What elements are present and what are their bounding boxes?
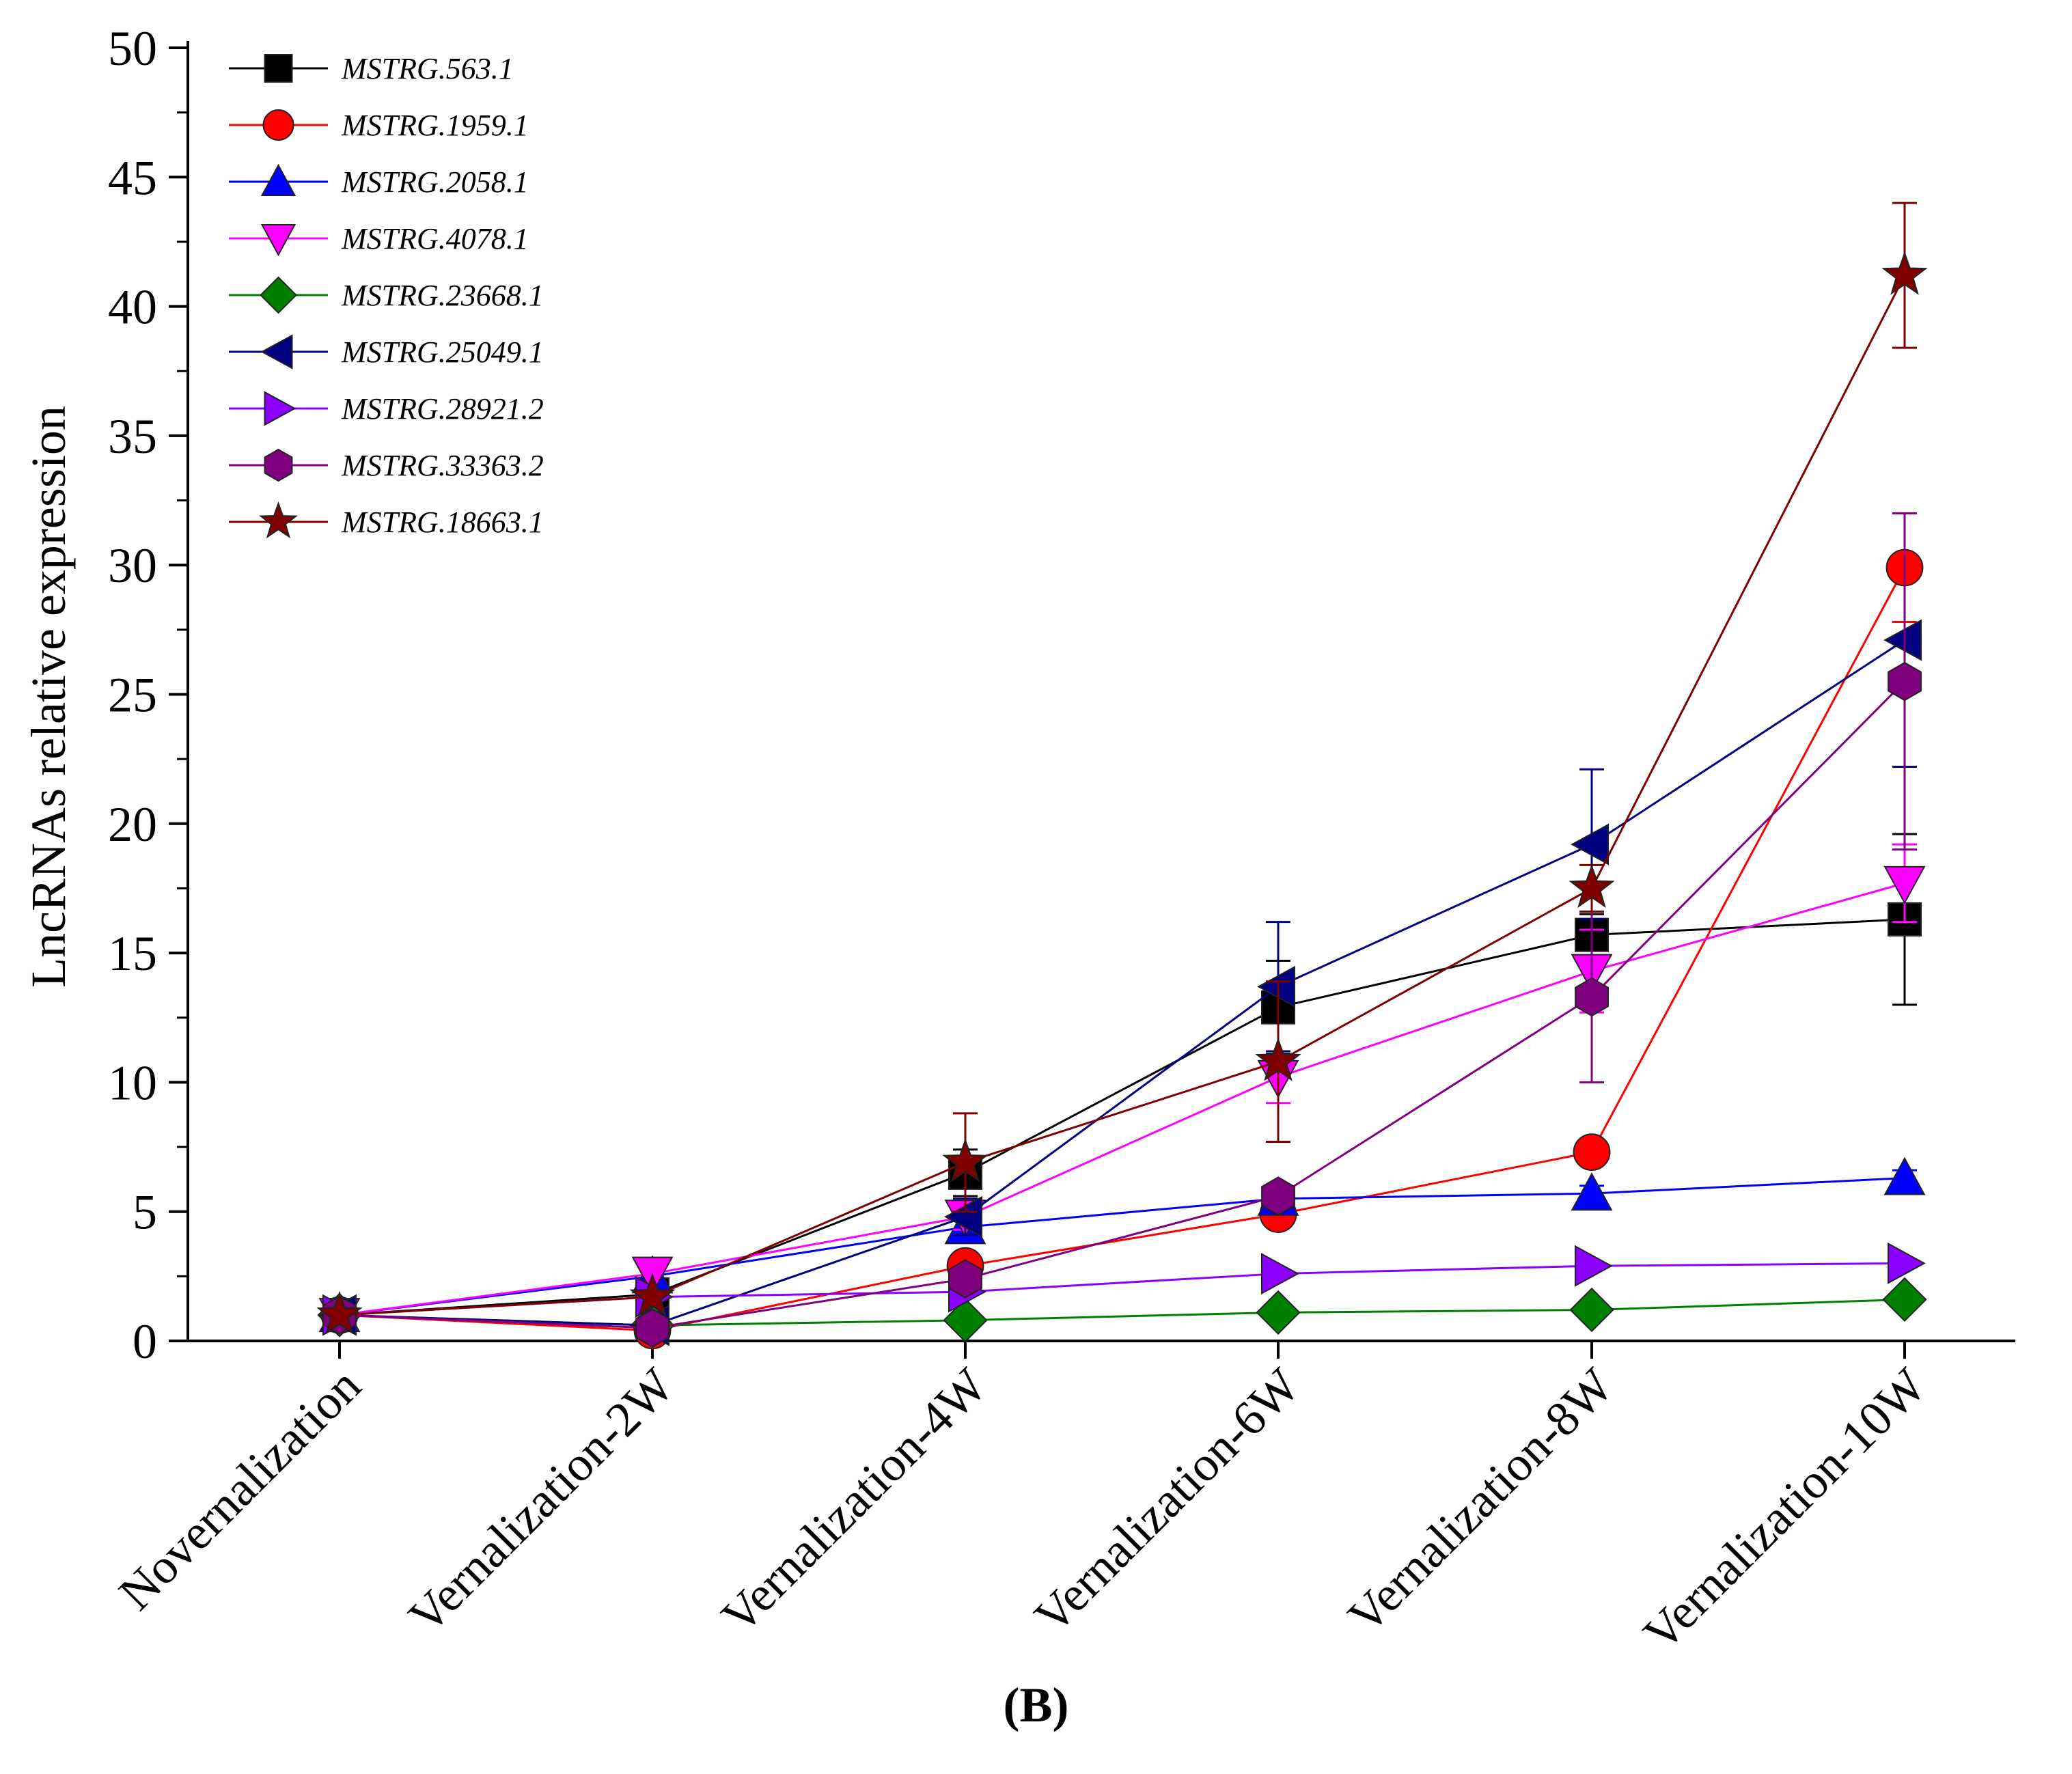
legend-label: MSTRG.1959.1	[341, 109, 529, 142]
legend-marker	[264, 54, 293, 83]
data-point	[1882, 1277, 1927, 1322]
legend-item: MSTRG.1959.1	[229, 109, 529, 142]
series-MSTRG.2058.1	[318, 1156, 1926, 1333]
data-point	[1573, 1133, 1611, 1172]
series-layer	[316, 202, 1928, 1350]
data-point	[1575, 977, 1609, 1017]
x-category-label: Vernalization-4W	[711, 1358, 997, 1644]
series-MSTRG.28921.2	[322, 1242, 1926, 1336]
data-point	[1888, 1242, 1926, 1284]
series-line	[339, 639, 1905, 1327]
legend-item: MSTRG.563.1	[229, 52, 514, 85]
data-point	[1888, 661, 1922, 702]
y-axis-title: LncRNAs relative expression	[21, 406, 76, 988]
data-point	[1575, 1245, 1613, 1287]
y-tick-label: 30	[108, 538, 157, 593]
legend-label: MSTRG.2058.1	[341, 165, 529, 199]
data-point	[629, 1273, 676, 1317]
x-category-label: Vernalization-8W	[1338, 1358, 1623, 1644]
y-tick-label: 10	[108, 1055, 157, 1110]
legend-label: MSTRG.563.1	[341, 52, 514, 85]
legend-marker	[264, 391, 296, 426]
series-MSTRG.25049.1	[318, 512, 1922, 1346]
data-point	[1881, 251, 1928, 295]
data-point	[1571, 1172, 1613, 1211]
legend-marker	[260, 334, 293, 370]
x-category-label: Vernalization-6W	[1024, 1358, 1310, 1644]
legend-label: MSTRG.18663.1	[341, 505, 544, 539]
series-line	[339, 680, 1906, 1329]
y-tick-label: 25	[108, 668, 157, 723]
data-point	[1883, 865, 1926, 904]
legend-marker	[260, 224, 296, 257]
data-point	[944, 1195, 982, 1238]
data-point	[1569, 1287, 1614, 1333]
y-tick-label: 0	[133, 1314, 157, 1369]
legend-item: MSTRG.4078.1	[229, 222, 529, 257]
data-point	[1569, 864, 1615, 909]
data-point	[943, 1298, 988, 1343]
legend-marker	[260, 276, 297, 314]
legend-item: MSTRG.18663.1	[229, 501, 544, 539]
data-point	[1256, 1290, 1301, 1335]
legend-item: MSTRG.28921.2	[229, 391, 544, 426]
x-category-label: Novernalization	[109, 1358, 372, 1621]
data-point	[1571, 823, 1609, 865]
series-MSTRG.18663.1	[316, 202, 1928, 1335]
data-point	[635, 1308, 669, 1348]
series-line	[339, 1176, 1905, 1316]
legend-label: MSTRG.33363.2	[341, 449, 544, 482]
legend-item: MSTRG.25049.1	[229, 334, 544, 370]
y-tick-label: 45	[108, 150, 157, 205]
series-line	[339, 882, 1905, 1316]
legend-label: MSTRG.23668.1	[341, 279, 544, 312]
y-tick-label: 15	[108, 926, 157, 981]
data-point	[948, 1259, 982, 1299]
x-category-label: Vernalization-10W	[1633, 1358, 1936, 1661]
data-point	[1257, 965, 1295, 1008]
data-point	[1261, 1176, 1295, 1216]
legend-marker	[258, 501, 299, 539]
legend-label: MSTRG.4078.1	[341, 222, 529, 255]
data-point	[316, 1290, 363, 1335]
series-line	[339, 918, 1905, 1316]
data-point	[1883, 1156, 1926, 1195]
legend-marker	[264, 448, 293, 482]
legend-label: MSTRG.25049.1	[341, 335, 544, 369]
legend-marker	[260, 163, 296, 196]
y-tick-label: 50	[108, 21, 157, 76]
x-category-label: Vernalization-2W	[398, 1358, 684, 1644]
data-point	[1883, 619, 1922, 661]
series-line	[339, 567, 1906, 1332]
panel-label: (B)	[1003, 1678, 1069, 1732]
y-tick-label: 40	[108, 280, 157, 335]
legend-label: MSTRG.28921.2	[341, 392, 544, 426]
legend-item: MSTRG.23668.1	[229, 276, 544, 314]
data-point	[1255, 1037, 1301, 1081]
series-line	[339, 1298, 1905, 1327]
data-point	[1261, 1253, 1299, 1295]
series-line	[339, 275, 1906, 1316]
y-tick-label: 20	[108, 797, 157, 852]
legend-item: MSTRG.2058.1	[229, 163, 529, 199]
legend-item: MSTRG.33363.2	[229, 448, 544, 482]
legend-marker	[262, 109, 294, 141]
series-MSTRG.563.1	[322, 833, 1922, 1333]
data-point	[942, 1138, 989, 1182]
y-tick-label: 35	[108, 409, 157, 464]
y-tick-label: 5	[133, 1185, 157, 1240]
legend: MSTRG.563.1 MSTRG.1959.1 MSTRG.2058.1 MSTRG…	[229, 52, 544, 539]
